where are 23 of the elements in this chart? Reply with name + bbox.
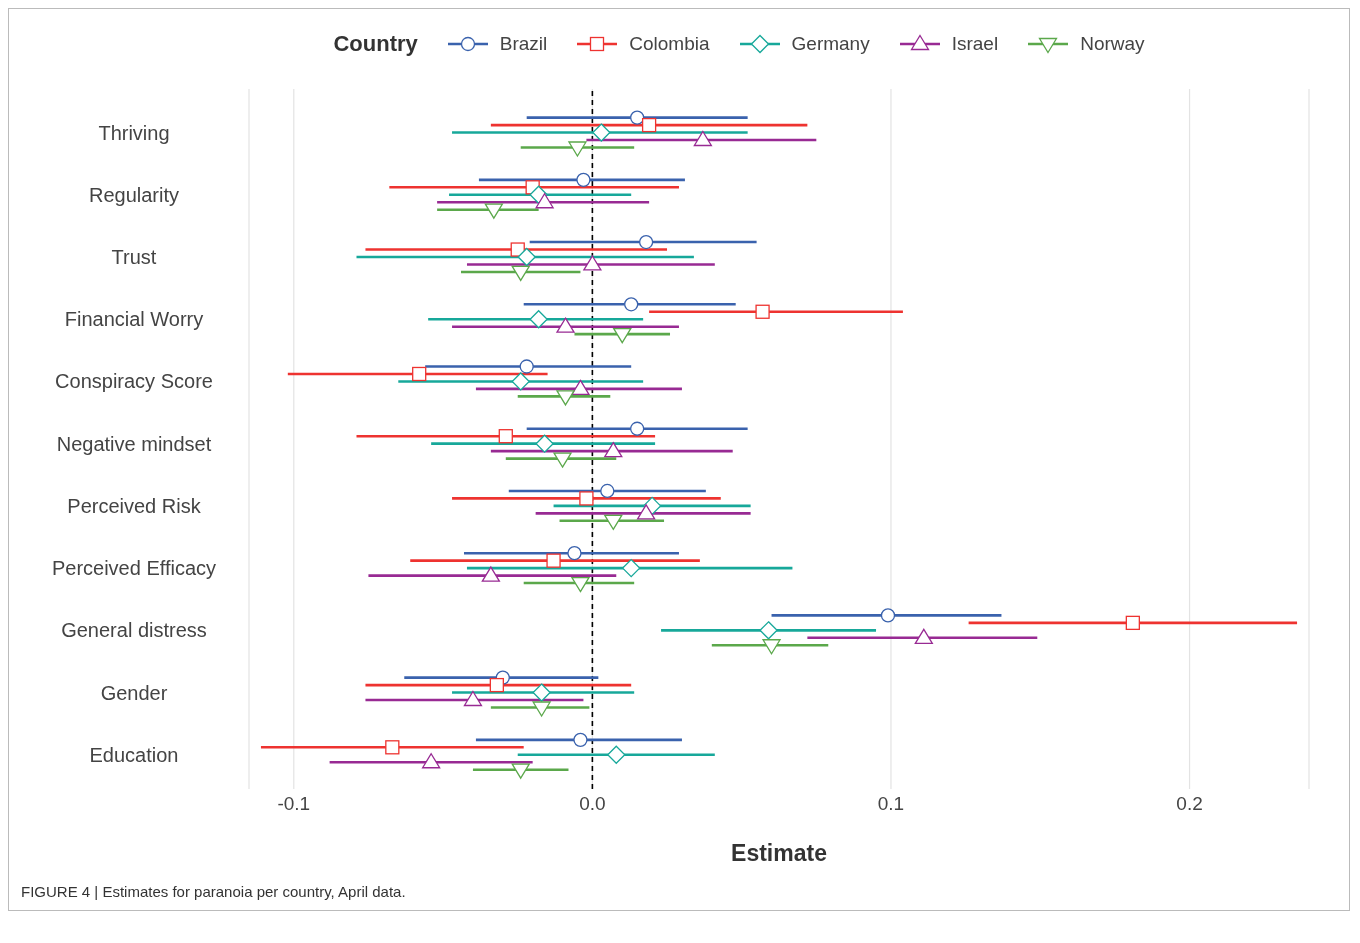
- caption: FIGURE 4 | Estimates for paranoia per country, April data.: [21, 883, 407, 900]
- y-tick-label: Conspiracy Score: [55, 370, 213, 393]
- legend-label: Norway: [1079, 32, 1145, 56]
- legend-label: Israel: [950, 32, 999, 56]
- x-tick-label: 0.1: [877, 793, 905, 815]
- y-tick-label: Regularity: [88, 183, 180, 206]
- y-tick-label: Thriving: [98, 121, 170, 144]
- y-tick-label: Education: [89, 743, 179, 766]
- x-tick-label: -0.1: [277, 793, 311, 815]
- x-tick-label: 0.2: [1176, 793, 1203, 815]
- y-tick-label: General distress: [61, 619, 207, 642]
- legend-label: Colombia: [628, 32, 710, 56]
- y-tick-label: Perceived Efficacy: [51, 557, 217, 580]
- legend-label: Germany: [790, 32, 870, 56]
- y-tick-label: Negative mindset: [56, 432, 212, 455]
- y-tick-label: Financial Worry: [64, 308, 204, 331]
- legend-label: Brazil: [498, 32, 548, 56]
- x-axis-title: Estimate: [731, 840, 827, 866]
- legend-title: Country: [333, 31, 418, 57]
- y-tick-label: Gender: [100, 681, 168, 704]
- y-tick-label: Perceived Risk: [67, 494, 202, 517]
- x-tick-label: 0.0: [579, 793, 606, 815]
- y-tick-label: Trust: [111, 246, 157, 268]
